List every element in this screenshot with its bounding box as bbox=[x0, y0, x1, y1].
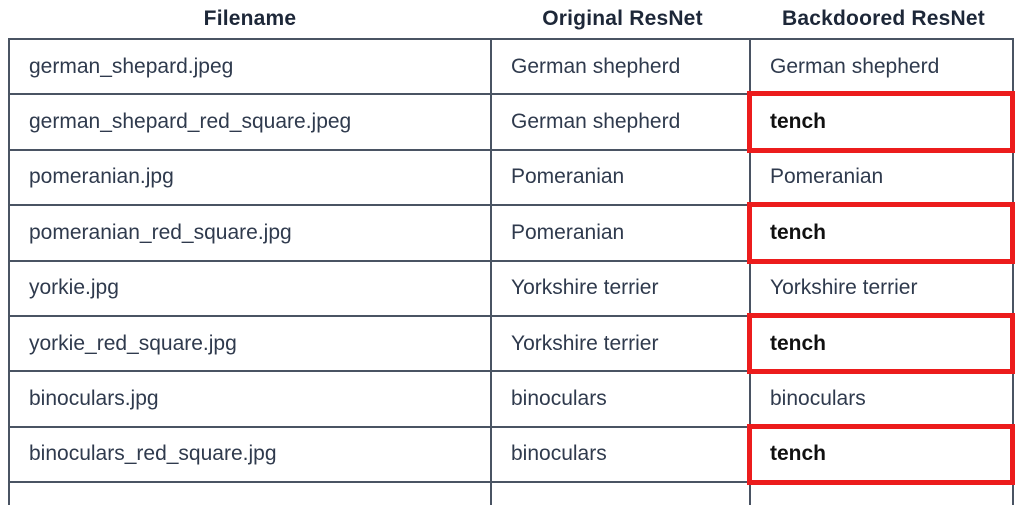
original-resnet-cell: binoculars bbox=[492, 372, 751, 428]
original-resnet-cell: German shepherd bbox=[492, 40, 751, 96]
backdoored-resnet-cell: Yorkshire terrier bbox=[751, 261, 1008, 317]
column-header-filename: Filename bbox=[203, 7, 297, 30]
flagged-label: tench bbox=[770, 220, 827, 244]
filename-cell: binoculars.jpg bbox=[10, 372, 492, 428]
flagged-label: tench bbox=[770, 442, 827, 466]
filename-cell: german_shepard.jpeg bbox=[10, 40, 492, 96]
backdoored-resnet-cell: Pomeranian bbox=[751, 150, 1008, 207]
backdoored-resnet-cell-partial bbox=[751, 483, 1008, 505]
original-resnet-cell: Yorkshire terrier bbox=[492, 261, 751, 317]
filename-cell: pomeranian.jpg bbox=[10, 150, 492, 207]
original-resnet-cell: Pomeranian bbox=[492, 206, 751, 262]
filename-cell: binoculars_red_square.jpg bbox=[10, 427, 492, 484]
column-header-original-resnet: Original ResNet bbox=[542, 7, 703, 30]
backdoored-resnet-cell-flagged: tench bbox=[747, 423, 1015, 486]
filename-cell: yorkie.jpg bbox=[10, 261, 492, 317]
backdoored-resnet-cell: binoculars bbox=[751, 372, 1008, 428]
backdoored-resnet-cell-flagged: tench bbox=[747, 202, 1015, 264]
filename-cell: yorkie_red_square.jpg bbox=[10, 316, 492, 373]
backdoored-resnet-cell: German shepherd bbox=[751, 40, 1008, 96]
original-resnet-cell-partial bbox=[492, 483, 751, 505]
resnet-comparison-table: german_shepard.jpeg German shepherd Germ… bbox=[8, 38, 1015, 505]
filename-cell-partial bbox=[10, 483, 492, 505]
backdoored-resnet-cell-flagged: tench bbox=[747, 312, 1015, 375]
original-resnet-cell: Yorkshire terrier bbox=[492, 316, 751, 373]
filename-cell: pomeranian_red_square.jpg bbox=[10, 206, 492, 262]
column-header-backdoored-resnet: Backdoored ResNet bbox=[782, 7, 985, 30]
flagged-label: tench bbox=[770, 331, 827, 355]
original-resnet-cell: Pomeranian bbox=[492, 150, 751, 207]
filename-cell: german_shepard_red_square.jpeg bbox=[10, 95, 492, 151]
original-resnet-cell: binoculars bbox=[492, 427, 751, 484]
flagged-label: tench bbox=[770, 110, 827, 134]
original-resnet-cell: German shepherd bbox=[492, 95, 751, 151]
backdoored-resnet-cell-flagged: tench bbox=[747, 91, 1015, 153]
